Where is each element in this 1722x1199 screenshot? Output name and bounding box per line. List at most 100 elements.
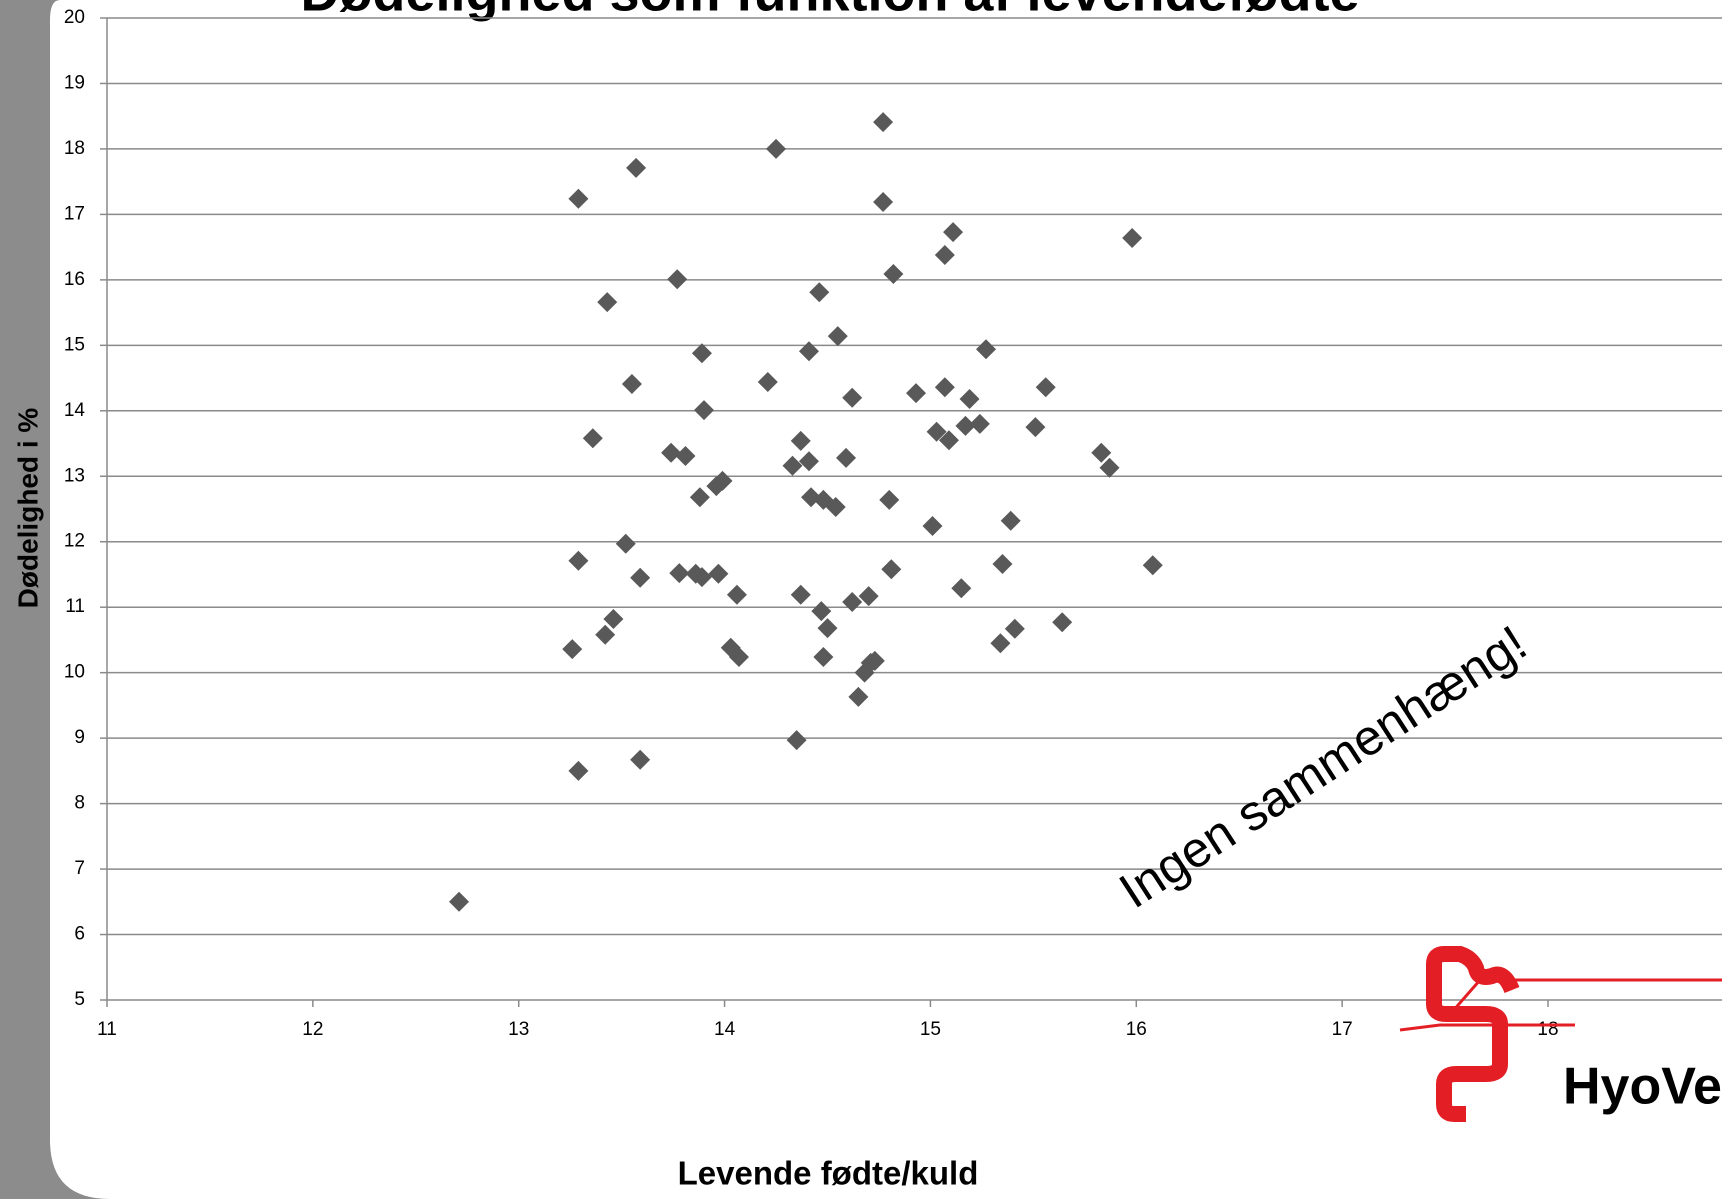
point <box>757 371 778 392</box>
point <box>969 413 990 434</box>
point <box>568 550 589 571</box>
point <box>728 646 749 667</box>
y-tick-label: 11 <box>65 596 85 617</box>
logo: HyoVe <box>1399 946 1722 1122</box>
y-tick-label: 20 <box>64 7 85 28</box>
point <box>630 749 651 770</box>
point <box>798 341 819 362</box>
point <box>934 244 955 265</box>
point <box>568 760 589 781</box>
point <box>798 451 819 472</box>
point <box>689 487 710 508</box>
x-axis-label: Levende fødte/kuld <box>678 1155 979 1192</box>
point <box>1052 612 1073 633</box>
y-tick-label: 14 <box>64 400 86 421</box>
point <box>943 222 964 243</box>
point <box>630 567 651 588</box>
point <box>675 445 696 466</box>
y-tick-label: 8 <box>74 793 85 814</box>
panel <box>50 0 1722 1199</box>
point <box>1122 227 1143 248</box>
point <box>1142 555 1163 576</box>
point <box>934 377 955 398</box>
point <box>873 112 894 133</box>
y-tick-label: 13 <box>64 465 85 486</box>
y-tick-label: 6 <box>74 924 85 945</box>
point <box>1091 442 1112 463</box>
point <box>864 650 885 671</box>
point <box>879 489 900 510</box>
y-tick-label: 10 <box>64 662 85 683</box>
point <box>691 567 712 588</box>
x-tick-label: 18 <box>1537 1019 1558 1040</box>
point <box>1099 457 1120 478</box>
point <box>712 470 733 491</box>
point <box>926 421 947 442</box>
point <box>621 373 642 394</box>
point <box>790 430 811 451</box>
point <box>825 497 846 518</box>
point <box>582 428 603 449</box>
point <box>976 339 997 360</box>
point <box>883 263 904 284</box>
point <box>603 608 624 629</box>
point <box>809 282 830 303</box>
point <box>786 730 807 751</box>
point <box>726 584 747 605</box>
y-tick-label: 5 <box>74 989 85 1010</box>
y-tick-label: 9 <box>74 727 85 748</box>
point <box>708 563 729 584</box>
point <box>790 584 811 605</box>
point <box>562 639 583 660</box>
y-tick-label: 18 <box>64 138 85 159</box>
y-tick-label: 12 <box>64 531 85 552</box>
y-tick-label: 17 <box>64 203 85 224</box>
plot-area: 5 6 7 8 9 10 11 12 13 14 15 16 17 18 19 20 11 12 13 14 15 16 1… <box>64 7 1722 1040</box>
x-tick-label: 12 <box>302 1019 323 1040</box>
point <box>661 442 682 463</box>
point <box>842 591 863 612</box>
y-tick-label: 16 <box>64 269 85 290</box>
point <box>667 269 688 290</box>
point <box>693 400 714 421</box>
logo-text: HyoVe <box>1563 1058 1722 1116</box>
x-tick-label: 16 <box>1126 1019 1147 1040</box>
point <box>858 586 879 607</box>
point <box>990 633 1011 654</box>
point <box>992 553 1013 574</box>
point <box>959 389 980 410</box>
point <box>449 891 470 912</box>
chart-title: Dødelighed som funktion af levendefødte <box>300 0 1359 22</box>
point <box>938 430 959 451</box>
point <box>1004 618 1025 639</box>
point <box>1035 377 1056 398</box>
x-tick-label: 13 <box>508 1019 529 1040</box>
point <box>782 455 803 476</box>
y-tick-label: 7 <box>74 858 85 879</box>
point <box>836 447 857 468</box>
point <box>813 646 834 667</box>
point <box>827 326 848 347</box>
point <box>691 343 712 364</box>
point <box>881 559 902 580</box>
point <box>1000 510 1021 531</box>
point <box>906 383 927 404</box>
point <box>597 292 618 313</box>
point <box>848 686 869 707</box>
point <box>811 601 832 622</box>
point <box>595 624 616 645</box>
y-tick-label: 19 <box>64 72 85 93</box>
point <box>955 415 976 436</box>
y-axis-label: Dødelighed i % <box>12 408 43 609</box>
x-tick-label: 11 <box>97 1019 117 1040</box>
point <box>951 578 972 599</box>
point <box>873 191 894 212</box>
point <box>842 387 863 408</box>
x-tick-label: 17 <box>1332 1019 1353 1040</box>
point <box>817 618 838 639</box>
point <box>626 157 647 178</box>
x-tick-label: 14 <box>714 1019 736 1040</box>
point <box>568 188 589 209</box>
